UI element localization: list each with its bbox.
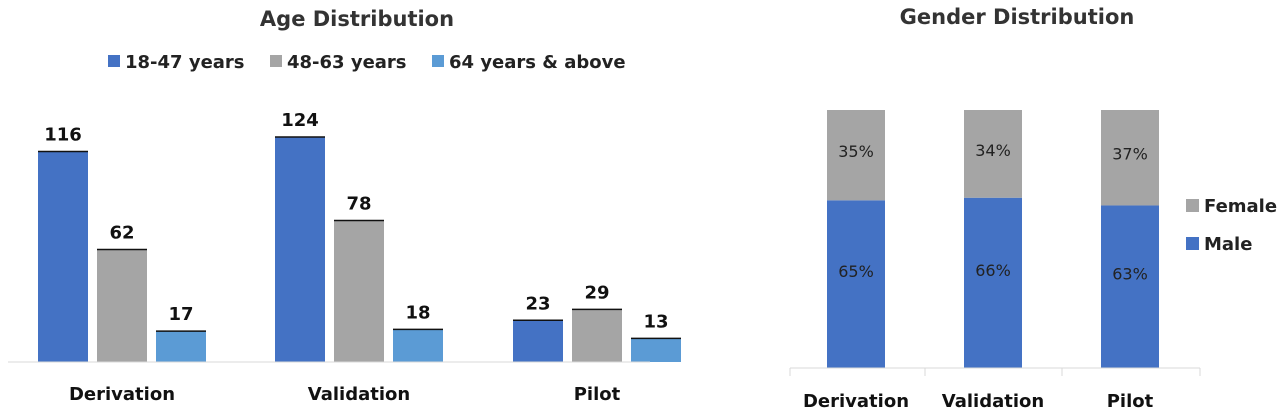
legend-label-0: 18-47 years xyxy=(125,52,245,73)
male-percent-label: 63% xyxy=(1112,265,1148,284)
stack-male-validation xyxy=(964,197,1022,368)
gender-axis-ticks xyxy=(789,368,1201,376)
bar-derivation-series-1 xyxy=(97,249,147,362)
stack-female-derivation xyxy=(827,110,885,201)
data-label: 29 xyxy=(584,282,609,303)
age-bars: 116 62 17 124 78 18 23 29 13 xyxy=(38,110,681,362)
bar-validation-series-1 xyxy=(334,220,384,362)
category-label-derivation: Derivation xyxy=(803,391,909,412)
female-percent-label: 34% xyxy=(975,141,1011,160)
data-label: 18 xyxy=(405,302,430,323)
category-label-pilot: Pilot xyxy=(574,384,621,405)
gender-legend: Female Male xyxy=(1186,196,1277,255)
bar-pilot-series-0 xyxy=(513,320,563,362)
stack-male-derivation xyxy=(827,200,885,368)
bar-derivation-series-2 xyxy=(156,331,206,362)
legend-label-female: Female xyxy=(1204,196,1277,217)
legend-label-male: Male xyxy=(1204,234,1252,255)
data-label: 13 xyxy=(643,311,668,332)
legend-swatch-2 xyxy=(432,55,444,67)
data-label: 116 xyxy=(44,125,82,146)
gender-bars: 65% 35% 66% 34% 63% 37% xyxy=(827,110,1159,368)
gender-category-labels: Derivation Validation Pilot xyxy=(803,391,1154,412)
legend-label-2: 64 years & above xyxy=(449,52,626,73)
category-label-validation: Validation xyxy=(308,384,410,405)
legend-swatch-1 xyxy=(270,55,282,67)
age-chart: Age Distribution 18-47 years 48-63 years 6… xyxy=(8,7,681,405)
category-label-derivation: Derivation xyxy=(69,384,175,405)
gender-chart-title: Gender Distribution xyxy=(900,5,1135,29)
legend-label-1: 48-63 years xyxy=(287,52,407,73)
gender-chart: Gender Distribution 65% 35% 66% 34% 63% 37% D… xyxy=(789,5,1277,412)
legend-swatch-female xyxy=(1186,199,1199,212)
bar-validation-series-2 xyxy=(393,329,443,362)
stack-female-validation xyxy=(964,110,1022,198)
male-percent-label: 65% xyxy=(838,262,874,281)
legend-swatch-0 xyxy=(108,55,120,67)
legend-swatch-male xyxy=(1186,237,1199,250)
bar-pilot-series-2 xyxy=(631,338,681,362)
stack-female-pilot xyxy=(1101,110,1159,206)
bar-validation-series-0 xyxy=(275,137,325,362)
age-category-labels: Derivation Validation Pilot xyxy=(69,384,621,405)
category-label-validation: Validation xyxy=(942,391,1044,412)
age-legend: 18-47 years 48-63 years 64 years & above xyxy=(108,52,626,73)
data-label: 23 xyxy=(525,293,550,314)
female-percent-label: 37% xyxy=(1112,145,1148,164)
data-label: 62 xyxy=(109,223,134,244)
data-label: 124 xyxy=(281,110,319,131)
data-label: 17 xyxy=(168,304,193,325)
category-label-pilot: Pilot xyxy=(1107,391,1154,412)
male-percent-label: 66% xyxy=(975,261,1011,280)
data-label: 78 xyxy=(346,193,371,214)
bar-derivation-series-0 xyxy=(38,151,88,362)
stack-male-pilot xyxy=(1101,205,1159,368)
female-percent-label: 35% xyxy=(838,142,874,161)
age-chart-title: Age Distribution xyxy=(260,7,454,31)
bar-pilot-series-1 xyxy=(572,309,622,362)
